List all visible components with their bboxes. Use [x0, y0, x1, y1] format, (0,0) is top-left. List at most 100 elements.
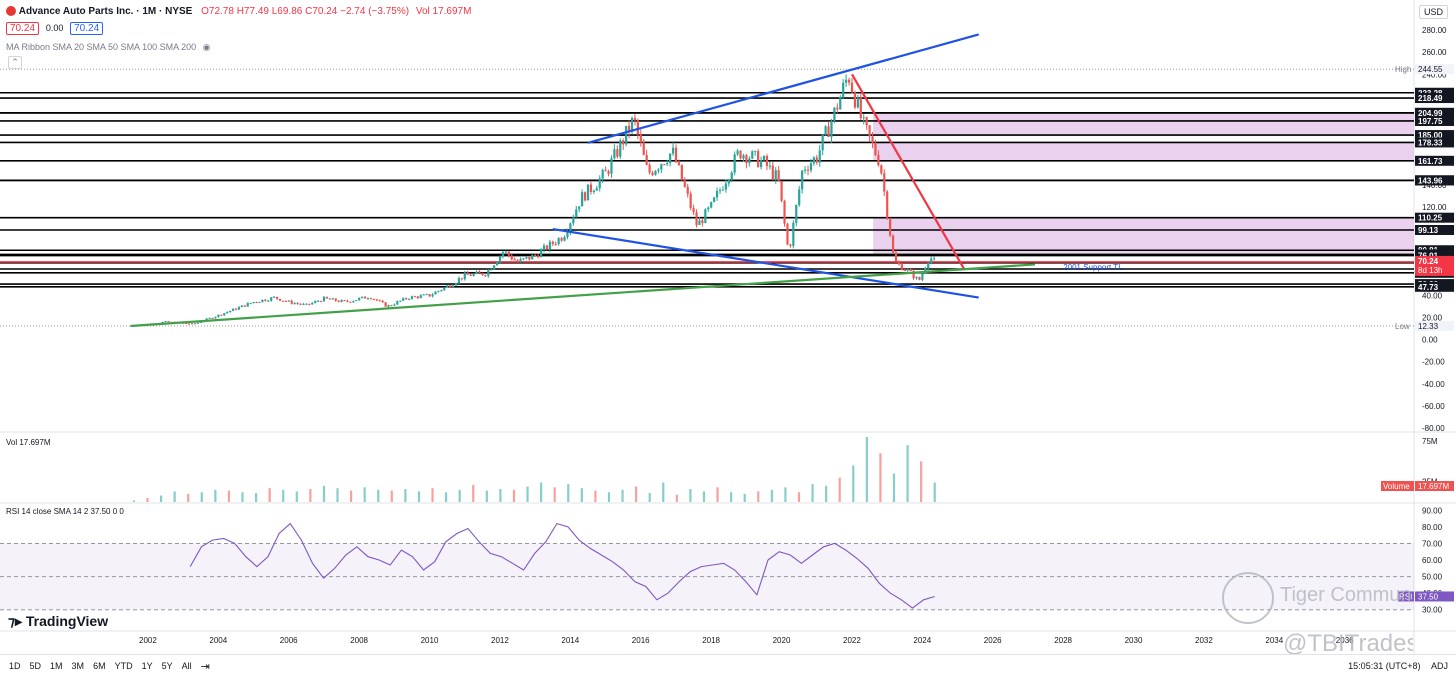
- level-label: 197.75: [1418, 117, 1443, 126]
- candle-body: [278, 298, 282, 301]
- candle-body: [648, 164, 651, 173]
- volume-bar: [716, 487, 719, 502]
- candle-body: [305, 303, 308, 305]
- candle-body: [639, 134, 642, 143]
- candle-body: [889, 218, 892, 236]
- candle-body: [912, 270, 915, 279]
- volume-bar: [282, 489, 285, 502]
- candle-body: [516, 260, 519, 263]
- candle-body: [270, 297, 273, 301]
- candle-body: [821, 134, 824, 151]
- price-tick-label: 120.00: [1422, 203, 1447, 212]
- range-all[interactable]: All: [181, 661, 192, 671]
- visibility-icon[interactable]: ◉: [202, 42, 211, 52]
- candle-body: [519, 259, 522, 263]
- range-6m[interactable]: 6M: [93, 661, 106, 671]
- candle-body: [909, 269, 912, 271]
- candle-body: [554, 243, 557, 245]
- candle-body: [674, 147, 678, 163]
- volume-tick-label: 75M: [1422, 437, 1438, 446]
- bottom-toolbar: 1D 5D 1M 3M 6M YTD 1Y 5Y All ⇥ 15:05:31 …: [0, 654, 1456, 677]
- range-ytd[interactable]: YTD: [114, 661, 133, 671]
- year-tick-label: 2026: [984, 636, 1002, 645]
- candle-body: [284, 300, 287, 302]
- adj-toggle[interactable]: ADJ: [1430, 661, 1448, 671]
- candle-body: [660, 164, 663, 170]
- candle-body: [255, 302, 258, 304]
- range-1m[interactable]: 1M: [50, 661, 63, 671]
- level-label-bg: [1415, 155, 1454, 166]
- candle-body: [748, 158, 751, 164]
- candle-body: [713, 197, 716, 202]
- range-5d[interactable]: 5D: [29, 661, 42, 671]
- candle-body: [677, 162, 681, 165]
- candle-body: [927, 262, 930, 269]
- volume-bar: [254, 493, 258, 502]
- candle-body: [337, 300, 340, 302]
- candle-body: [352, 301, 355, 303]
- candle-body: [777, 170, 780, 181]
- ma-ribbon-legend[interactable]: MA Ribbon SMA 20 SMA 50 SMA 100 SMA 200 …: [6, 42, 210, 53]
- candle-body: [290, 300, 293, 304]
- candle-body: [343, 300, 346, 302]
- candle-body: [845, 79, 848, 83]
- year-tick-label: 2012: [491, 636, 509, 645]
- candle-body: [839, 97, 842, 110]
- level-label-bg: [1415, 107, 1454, 118]
- candle-body: [616, 149, 619, 157]
- candle-body: [671, 147, 675, 154]
- tiger-watermark-icon: [1222, 572, 1274, 624]
- candle-body: [246, 303, 249, 307]
- candle-body: [563, 237, 566, 241]
- candle-body: [264, 299, 267, 301]
- candle-body: [818, 150, 821, 163]
- range-1y[interactable]: 1Y: [141, 661, 153, 671]
- candle-body: [610, 158, 613, 174]
- candle-body: [765, 156, 769, 167]
- price-tick-label: -60.00: [1422, 402, 1445, 411]
- range-3m[interactable]: 3M: [71, 661, 85, 671]
- range-1d[interactable]: 1D: [9, 661, 21, 671]
- tradingview-logo-icon: ⁊▸: [8, 613, 22, 629]
- candle-body: [622, 140, 625, 145]
- level-label-bg: [1415, 224, 1454, 235]
- symbol-title[interactable]: Advance Auto Parts Inc. · 1M · NYSE: [18, 6, 193, 17]
- candle-body: [625, 125, 628, 145]
- range-5y[interactable]: 5Y: [161, 661, 173, 671]
- candle-body: [645, 154, 648, 165]
- candle-body: [226, 312, 229, 314]
- candle-body: [710, 201, 713, 208]
- candle-body: [730, 172, 733, 180]
- rsi-legend: RSI 14 close SMA 14 2 37.50 0 0: [6, 507, 124, 516]
- candle-body: [296, 303, 299, 305]
- level-label: 178.33: [1418, 138, 1443, 147]
- rsi-line: [189, 522, 935, 609]
- spread-value: 0.00: [45, 23, 64, 33]
- currency-selector[interactable]: USD: [1418, 5, 1448, 19]
- year-tick-label: 2028: [1054, 636, 1072, 645]
- candle-body: [487, 270, 490, 276]
- price-tick-label: 40.00: [1422, 291, 1443, 300]
- rsi-tick-label: 30.00: [1422, 606, 1443, 615]
- candle-body: [880, 165, 883, 174]
- candle-body: [742, 155, 745, 159]
- collapse-legend-button[interactable]: ⌃: [8, 56, 22, 69]
- candle-body: [592, 190, 595, 192]
- level-label: 99.13: [1418, 226, 1439, 235]
- candle-body: [633, 117, 637, 121]
- year-tick-label: 2024: [913, 636, 931, 645]
- volume-bar: [675, 494, 678, 502]
- ohlc-values: O72.78 H77.49 L69.86 C70.24 −2.74 (−3.75…: [201, 6, 410, 17]
- candle-body: [918, 277, 921, 280]
- candle-body: [915, 277, 918, 279]
- volume-bar: [852, 465, 855, 502]
- price-tick-label: 260.00: [1422, 48, 1447, 57]
- candle-body: [463, 272, 466, 280]
- goto-date-icon[interactable]: ⇥: [200, 660, 210, 673]
- volume-bar: [472, 484, 475, 502]
- candle-body: [921, 273, 924, 280]
- volume-value-bg: [1415, 481, 1454, 491]
- buy-button[interactable]: 70.24: [70, 22, 104, 35]
- sell-button[interactable]: 70.24: [6, 22, 40, 35]
